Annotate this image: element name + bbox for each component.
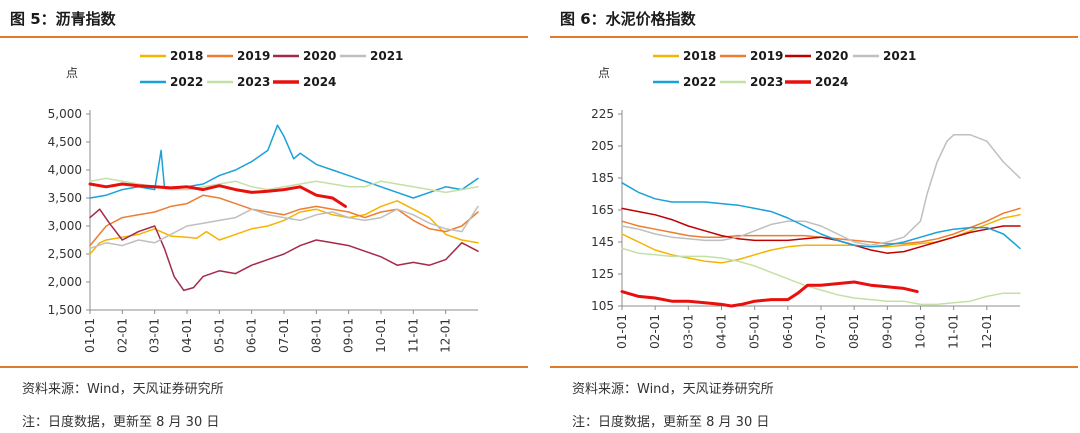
legend-label-2022: 2022 xyxy=(170,75,203,89)
x-tick-label: 07-01 xyxy=(277,318,291,353)
source-note: 资料来源：Wind，天风证券研究所 xyxy=(22,382,224,397)
y-tick-label: 4,000 xyxy=(48,163,82,177)
x-tick-label: 08-01 xyxy=(309,318,323,353)
y-tick-label: 145 xyxy=(591,235,614,249)
x-tick-label: 11-01 xyxy=(406,318,420,353)
y-tick-label: 4,500 xyxy=(48,135,82,149)
title-divider xyxy=(550,36,1078,38)
series-line-2023 xyxy=(621,247,1021,306)
y-tick-label: 205 xyxy=(591,139,614,153)
y-tick-label: 2,500 xyxy=(48,247,82,261)
series-line-2024 xyxy=(620,280,919,308)
x-tick-label: 03-01 xyxy=(681,314,695,349)
x-tick-label: 04-01 xyxy=(180,318,194,353)
source-note: 资料来源：Wind，天风证券研究所 xyxy=(572,382,774,397)
legend-label-2023: 2023 xyxy=(750,75,783,89)
legend-label-2019: 2019 xyxy=(750,49,783,63)
legend-label-2024: 2024 xyxy=(815,75,848,89)
x-tick-label: 03-01 xyxy=(148,318,162,353)
y-tick-label: 3,000 xyxy=(48,219,82,233)
source-divider xyxy=(550,366,1078,368)
x-tick-label: 08-01 xyxy=(847,314,861,349)
x-tick-label: 09-01 xyxy=(880,314,894,349)
y-tick-label: 3,500 xyxy=(48,191,82,205)
y-tick-label: 225 xyxy=(591,107,614,121)
x-tick-label: 01-01 xyxy=(615,314,629,349)
y-tick-label: 5,000 xyxy=(48,107,82,121)
x-tick-label: 02-01 xyxy=(648,314,662,349)
series-line-2022 xyxy=(89,124,479,199)
y-tick-label: 165 xyxy=(591,203,614,217)
series-line-2020 xyxy=(89,208,479,292)
cement-price-index-chart: 点 105 125 145 165 185 205 225 01-01 02-01 03-01 04-… xyxy=(591,49,1021,349)
legend-label-2023: 2023 xyxy=(237,75,270,89)
legend-label-2019: 2019 xyxy=(237,49,270,63)
source-divider xyxy=(0,366,528,368)
series-line-2021 xyxy=(621,134,1021,246)
x-tick-label: 01-01 xyxy=(83,318,97,353)
series-line-2024 xyxy=(88,182,347,208)
x-tick-label: 05-01 xyxy=(748,314,762,349)
update-note: 注：日度数据，更新至 8 月 30 日 xyxy=(572,415,770,430)
series-line-2019 xyxy=(89,194,479,247)
legend-label-2018: 2018 xyxy=(170,49,203,63)
x-tick-label: 06-01 xyxy=(781,314,795,349)
series-line-2018 xyxy=(89,200,479,255)
update-note: 注：日度数据，更新至 8 月 30 日 xyxy=(22,415,220,430)
figure-title: 图 6：水泥价格指数 xyxy=(560,10,696,28)
x-tick-label: 02-01 xyxy=(115,318,129,353)
x-tick-label: 10-01 xyxy=(914,314,928,349)
x-tick-label: 12-01 xyxy=(439,318,453,353)
y-tick-label: 185 xyxy=(591,171,614,185)
chart-panel-cement: 图 6：水泥价格指数 点 105 125 145 165 185 205 225 01-01 02… xyxy=(550,0,1080,433)
x-tick-label: 06-01 xyxy=(245,318,259,353)
legend-label-2018: 2018 xyxy=(683,49,716,63)
y-tick-label: 1,500 xyxy=(48,303,82,317)
series-line-2022 xyxy=(621,182,1021,250)
legend-label-2021: 2021 xyxy=(370,49,403,63)
figure-title: 图 5：沥青指数 xyxy=(10,10,116,28)
y-tick-label: 2,000 xyxy=(48,275,82,289)
legend-label-2022: 2022 xyxy=(683,75,716,89)
x-tick-label: 12-01 xyxy=(980,314,994,349)
x-tick-label: 10-01 xyxy=(374,318,388,353)
y-tick-label: 105 xyxy=(591,299,614,313)
asphalt-index-chart: 点 1,500 2,000 2,500 3,000 3,500 4,000 4,500 5,00… xyxy=(48,49,479,353)
y-axis-unit-label: 点 xyxy=(598,66,610,80)
legend-label-2020: 2020 xyxy=(815,49,848,63)
legend-label-2024: 2024 xyxy=(303,75,336,89)
x-tick-label: 07-01 xyxy=(814,314,828,349)
x-tick-label: 05-01 xyxy=(212,318,226,353)
y-axis-unit-label: 点 xyxy=(66,66,78,80)
x-tick-label: 09-01 xyxy=(342,318,356,353)
series-line-2021 xyxy=(89,205,479,250)
legend-label-2020: 2020 xyxy=(303,49,336,63)
x-tick-label: 04-01 xyxy=(715,314,729,349)
series-line-2020 xyxy=(621,207,1021,254)
x-tick-label: 11-01 xyxy=(947,314,961,349)
title-divider xyxy=(0,36,528,38)
chart-panel-asphalt: 图 5：沥青指数 点 1,500 2,000 2,500 3,000 3,500 4,000… xyxy=(0,0,530,433)
y-tick-label: 125 xyxy=(591,267,614,281)
legend-label-2021: 2021 xyxy=(883,49,916,63)
